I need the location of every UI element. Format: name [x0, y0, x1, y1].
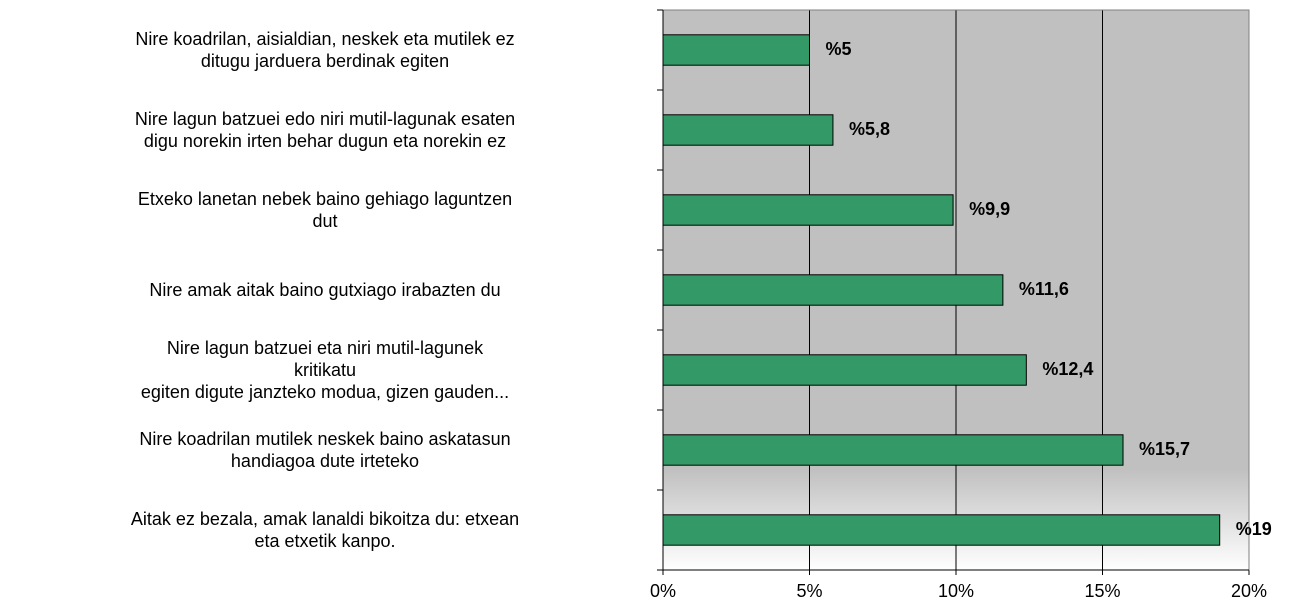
value-label: %5 [826, 39, 852, 59]
value-label: %15,7 [1139, 439, 1190, 459]
bar [662, 274, 1004, 306]
x-tick-label: 5% [796, 581, 822, 601]
y-tick-label: Nire lagun batzuei eta niri mutil-lagune… [140, 338, 510, 402]
y-tick-label: Etxeko lanetan nebek baino gehiago lagun… [137, 189, 513, 231]
x-tick-label: 20% [1231, 581, 1267, 601]
y-tick-label: Nire koadrilan mutilek neskek baino aska… [139, 429, 511, 471]
value-label: %5,8 [849, 119, 890, 139]
x-tick-label: 0% [650, 581, 676, 601]
x-tick-label: 10% [938, 581, 974, 601]
x-tick-label: 15% [1084, 581, 1120, 601]
value-label: %12,4 [1042, 359, 1093, 379]
y-tick-label: Nire amak aitak baino gutxiago irabazten… [149, 280, 501, 300]
y-tick-label: Aitak ez bezala, amak lanaldi bikoitza d… [130, 509, 520, 551]
bar [662, 434, 1124, 466]
bar [662, 34, 810, 66]
y-tick-label: Nire lagun batzuei edo niri mutil-laguna… [134, 109, 516, 151]
value-label: %11,6 [1019, 279, 1069, 299]
bar [662, 114, 834, 146]
bar [662, 194, 954, 226]
value-label: %19 [1236, 519, 1272, 539]
bar [662, 514, 1221, 546]
value-label: %9,9 [969, 199, 1010, 219]
bar [662, 354, 1027, 386]
y-tick-label: Nire koadrilan, aisialdian, neskek eta m… [135, 29, 515, 71]
